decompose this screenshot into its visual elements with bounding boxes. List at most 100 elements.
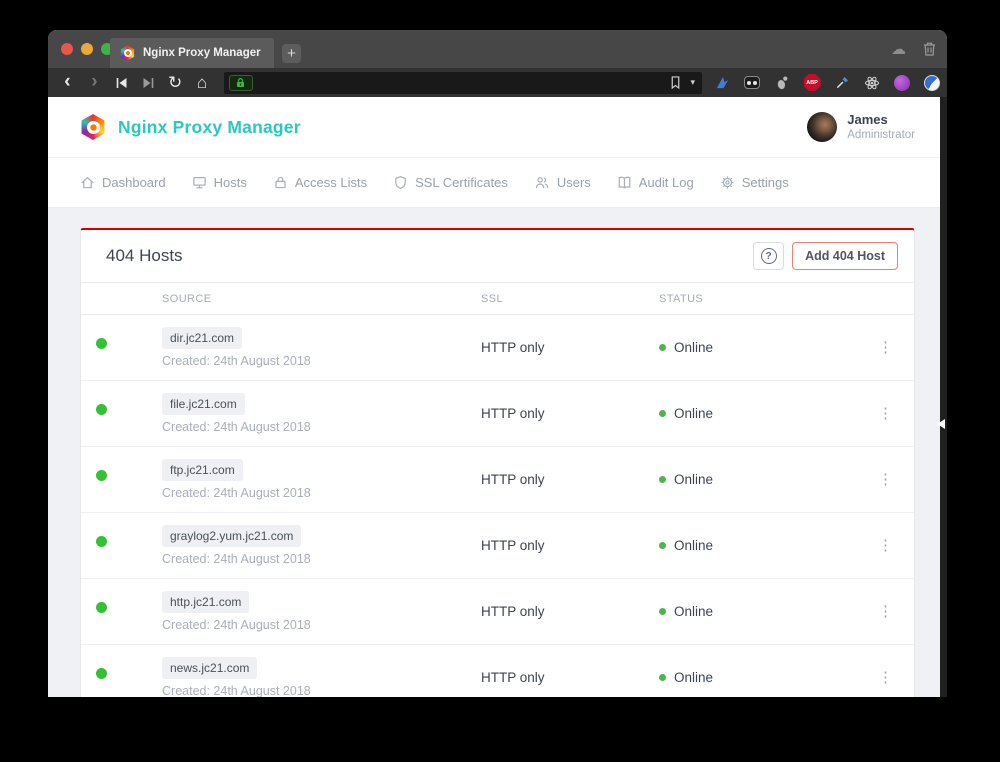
status-label: Online — [674, 670, 714, 685]
host-status: Online — [659, 406, 874, 421]
extension-icons: ABP — [713, 74, 941, 92]
host-row[interactable]: dir.jc21.com Created: 24th August 2018 H… — [81, 315, 914, 381]
nav-item-hosts[interactable]: Hosts — [192, 175, 247, 190]
adblock-plus-icon[interactable]: ABP — [803, 74, 821, 92]
host-ssl-label: HTTP only — [481, 472, 545, 487]
nav-item-users[interactable]: Users — [534, 175, 591, 190]
column-header-status: STATUS — [659, 292, 704, 305]
shield-icon — [395, 176, 406, 189]
host-row[interactable]: file.jc21.com Created: 24th August 2018 … — [81, 381, 914, 447]
page-content: 404 Hosts ? Add 404 Host SOURCE SSL STAT… — [48, 208, 947, 697]
online-status-dot-icon — [659, 476, 666, 483]
online-status-dot-icon — [659, 344, 666, 351]
kite-extension-icon[interactable] — [713, 74, 731, 92]
page-title: 404 Hosts — [106, 246, 183, 265]
foot-extension-icon[interactable] — [773, 74, 791, 92]
app-brand-title: Nginx Proxy Manager — [118, 116, 301, 137]
status-label: Online — [674, 472, 714, 487]
home-button[interactable]: ⌂ — [189, 71, 216, 95]
back-button[interactable]: ‹ — [54, 71, 81, 95]
app-header: Nginx Proxy Manager James Administrator — [48, 97, 947, 158]
bookmark-icon[interactable] — [669, 75, 682, 90]
book-icon — [618, 176, 631, 189]
host-domain-chip: http.jc21.com — [162, 591, 250, 613]
blue-circle-extension-icon[interactable] — [923, 74, 941, 92]
skip-back-icon[interactable] — [108, 71, 135, 95]
close-window-button[interactable] — [61, 43, 73, 55]
user-role: Administrator — [847, 128, 915, 141]
browser-window: Nginx Proxy Manager + ☁ ‹ › ↻ — [48, 30, 947, 697]
bookmark-caret-icon[interactable]: ▾ — [690, 77, 696, 87]
user-avatar — [807, 112, 838, 142]
user-menu[interactable]: James Administrator — [807, 112, 915, 143]
host-created-label: Created: 24th August 2018 — [162, 420, 311, 434]
host-domain-chip: file.jc21.com — [162, 393, 245, 415]
host-created-label: Created: 24th August 2018 — [162, 354, 311, 368]
cloud-sync-icon[interactable]: ☁ — [891, 40, 906, 58]
reload-button[interactable]: ↻ — [162, 71, 189, 95]
host-created-label: Created: 24th August 2018 — [162, 552, 311, 566]
titlebar-right-icons: ☁ — [891, 30, 941, 68]
host-status: Online — [659, 340, 874, 355]
react-devtools-atom-icon[interactable] — [863, 74, 881, 92]
host-ssl-label: HTTP only — [481, 670, 545, 685]
host-domain-chip: ftp.jc21.com — [162, 459, 243, 481]
npm-logo-icon — [81, 114, 105, 140]
host-created-label: Created: 24th August 2018 — [162, 486, 311, 500]
help-icon: ? — [760, 248, 777, 264]
forward-button[interactable]: › — [81, 71, 108, 95]
host-status: Online — [659, 538, 874, 553]
online-status-dot-icon — [659, 410, 666, 417]
eyedropper-extension-icon[interactable] — [833, 74, 851, 92]
row-menu-button[interactable]: ⋮ — [874, 338, 897, 357]
row-menu-button[interactable]: ⋮ — [874, 404, 897, 423]
home-nav-icon — [81, 177, 94, 189]
gear-icon — [720, 176, 734, 189]
goggles-extension-icon[interactable] — [743, 74, 761, 92]
tab-title: Nginx Proxy Manager — [143, 47, 261, 59]
online-status-dot-icon — [659, 608, 666, 615]
host-status: Online — [659, 670, 874, 685]
host-row[interactable]: news.jc21.com Created: 24th August 2018 … — [81, 645, 914, 697]
skip-forward-icon[interactable] — [135, 71, 162, 95]
row-menu-button[interactable]: ⋮ — [874, 602, 897, 621]
status-label: Online — [674, 340, 714, 355]
status-label: Online — [674, 538, 714, 553]
sidebar-reveal-arrow-icon[interactable] — [937, 419, 945, 429]
help-button[interactable]: ? — [753, 242, 785, 270]
host-created-label: Created: 24th August 2018 — [162, 618, 311, 632]
nav-item-access-lists[interactable]: Access Lists — [273, 175, 367, 190]
column-header-ssl: SSL — [481, 292, 503, 305]
monitor-icon — [192, 177, 206, 189]
online-status-dot-icon — [659, 674, 666, 681]
host-status: Online — [659, 604, 874, 619]
host-row[interactable]: ftp.jc21.com Created: 24th August 2018 H… — [81, 447, 914, 513]
new-tab-button[interactable]: + — [282, 44, 301, 63]
status-label: Online — [674, 604, 714, 619]
address-bar[interactable]: ▾ — [223, 71, 703, 94]
row-menu-button[interactable]: ⋮ — [874, 536, 897, 555]
host-domain-chip: news.jc21.com — [162, 657, 258, 679]
add-404-host-button[interactable]: Add 404 Host — [792, 242, 898, 270]
right-scroll-gutter[interactable] — [937, 97, 947, 697]
row-menu-button[interactable]: ⋮ — [874, 470, 897, 489]
host-ssl-label: HTTP only — [481, 340, 545, 355]
purple-mask-extension-icon[interactable] — [893, 74, 911, 92]
nav-item-ssl-certificates[interactable]: SSL Certificates — [393, 175, 508, 190]
nav-item-audit-log[interactable]: Audit Log — [617, 175, 694, 190]
window-controls — [61, 43, 113, 55]
host-status: Online — [659, 472, 874, 487]
minimize-window-button[interactable] — [81, 43, 93, 55]
host-row[interactable]: graylog2.yum.jc21.com Created: 24th Augu… — [81, 513, 914, 579]
trash-icon[interactable] — [922, 41, 937, 57]
secure-lock-icon[interactable] — [228, 74, 253, 91]
column-header-source: SOURCE — [162, 292, 212, 305]
lock-icon — [275, 176, 286, 189]
row-menu-button[interactable]: ⋮ — [874, 668, 897, 687]
nav-item-settings[interactable]: Settings — [720, 175, 789, 190]
browser-tab[interactable]: Nginx Proxy Manager — [110, 38, 274, 68]
hosts-card: 404 Hosts ? Add 404 Host SOURCE SSL STAT… — [80, 228, 915, 697]
nav-item-dashboard[interactable]: Dashboard — [80, 175, 166, 190]
host-row[interactable]: http.jc21.com Created: 24th August 2018 … — [81, 579, 914, 645]
